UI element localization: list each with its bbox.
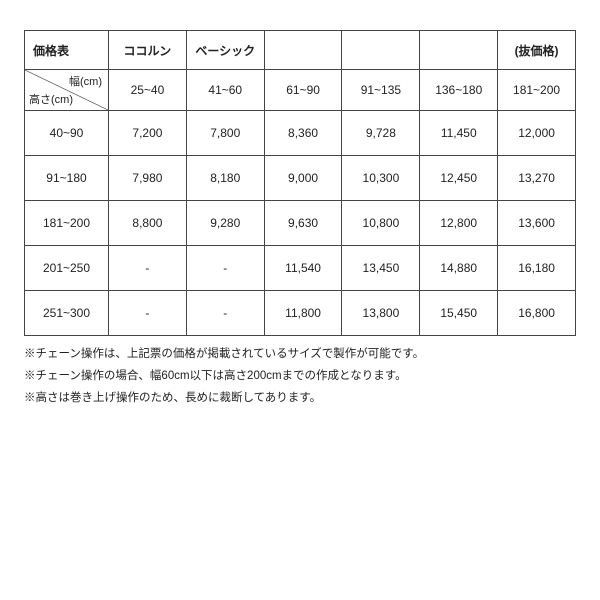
table-title: 価格表: [25, 31, 109, 70]
price-cell: 10,800: [342, 201, 420, 246]
note-line: ※チェーン操作の場合、幅60cm以下は高さ200cmまでの作成となります。: [24, 366, 576, 388]
brand-col-5: [420, 31, 498, 70]
brand-col-3: [264, 31, 342, 70]
height-range: 40~90: [25, 111, 109, 156]
price-cell: 15,450: [420, 291, 498, 336]
price-cell: 9,000: [264, 156, 342, 201]
width-range: 41~60: [186, 70, 264, 111]
price-body: 40~90 7,200 7,800 8,360 9,728 11,450 12,…: [25, 111, 576, 336]
price-cell: 7,980: [109, 156, 187, 201]
height-range: 251~300: [25, 291, 109, 336]
width-range: 136~180: [420, 70, 498, 111]
price-cell: 16,800: [498, 291, 576, 336]
price-cell: 8,800: [109, 201, 187, 246]
price-unit: (抜価格): [498, 31, 576, 70]
height-range: 91~180: [25, 156, 109, 201]
width-range: 181~200: [498, 70, 576, 111]
price-cell: -: [186, 246, 264, 291]
price-cell: 13,270: [498, 156, 576, 201]
width-range: 91~135: [342, 70, 420, 111]
price-cell: 12,800: [420, 201, 498, 246]
price-cell: 11,800: [264, 291, 342, 336]
price-cell: -: [109, 246, 187, 291]
price-cell: -: [186, 291, 264, 336]
price-cell: 13,600: [498, 201, 576, 246]
notes-block: ※チェーン操作は、上記票の価格が掲載されているサイズで製作が可能です。 ※チェー…: [24, 344, 576, 410]
width-axis-label: 幅(cm): [69, 73, 102, 89]
table-row: 181~200 8,800 9,280 9,630 10,800 12,800 …: [25, 201, 576, 246]
price-cell: 9,728: [342, 111, 420, 156]
price-cell: 8,180: [186, 156, 264, 201]
note-line: ※高さは巻き上げ操作のため、長めに裁断してあります。: [24, 388, 576, 410]
brand-col-1: ココルン: [109, 31, 187, 70]
price-cell: 7,800: [186, 111, 264, 156]
price-cell: 14,880: [420, 246, 498, 291]
price-cell: -: [109, 291, 187, 336]
height-range: 181~200: [25, 201, 109, 246]
width-range: 25~40: [109, 70, 187, 111]
height-range: 201~250: [25, 246, 109, 291]
note-line: ※チェーン操作は、上記票の価格が掲載されているサイズで製作が可能です。: [24, 344, 576, 366]
height-axis-label: 高さ(cm): [29, 91, 73, 107]
price-cell: 8,360: [264, 111, 342, 156]
brand-col-4: [342, 31, 420, 70]
axis-diagonal-cell: 幅(cm) 高さ(cm): [25, 70, 109, 111]
width-range: 61~90: [264, 70, 342, 111]
brand-col-2: ベーシック: [186, 31, 264, 70]
price-cell: 12,450: [420, 156, 498, 201]
price-cell: 13,450: [342, 246, 420, 291]
price-cell: 13,800: [342, 291, 420, 336]
table-row: 201~250 - - 11,540 13,450 14,880 16,180: [25, 246, 576, 291]
table-row: 251~300 - - 11,800 13,800 15,450 16,800: [25, 291, 576, 336]
price-cell: 11,450: [420, 111, 498, 156]
price-cell: 9,280: [186, 201, 264, 246]
header-row: 価格表 ココルン ベーシック (抜価格): [25, 31, 576, 70]
price-cell: 16,180: [498, 246, 576, 291]
table-row: 91~180 7,980 8,180 9,000 10,300 12,450 1…: [25, 156, 576, 201]
price-cell: 12,000: [498, 111, 576, 156]
price-cell: 10,300: [342, 156, 420, 201]
table-row: 40~90 7,200 7,800 8,360 9,728 11,450 12,…: [25, 111, 576, 156]
price-table: 価格表 ココルン ベーシック (抜価格) 幅(cm) 高さ(cm) 25~40 …: [24, 30, 576, 336]
width-header-row: 幅(cm) 高さ(cm) 25~40 41~60 61~90 91~135 13…: [25, 70, 576, 111]
price-cell: 11,540: [264, 246, 342, 291]
price-cell: 9,630: [264, 201, 342, 246]
price-cell: 7,200: [109, 111, 187, 156]
